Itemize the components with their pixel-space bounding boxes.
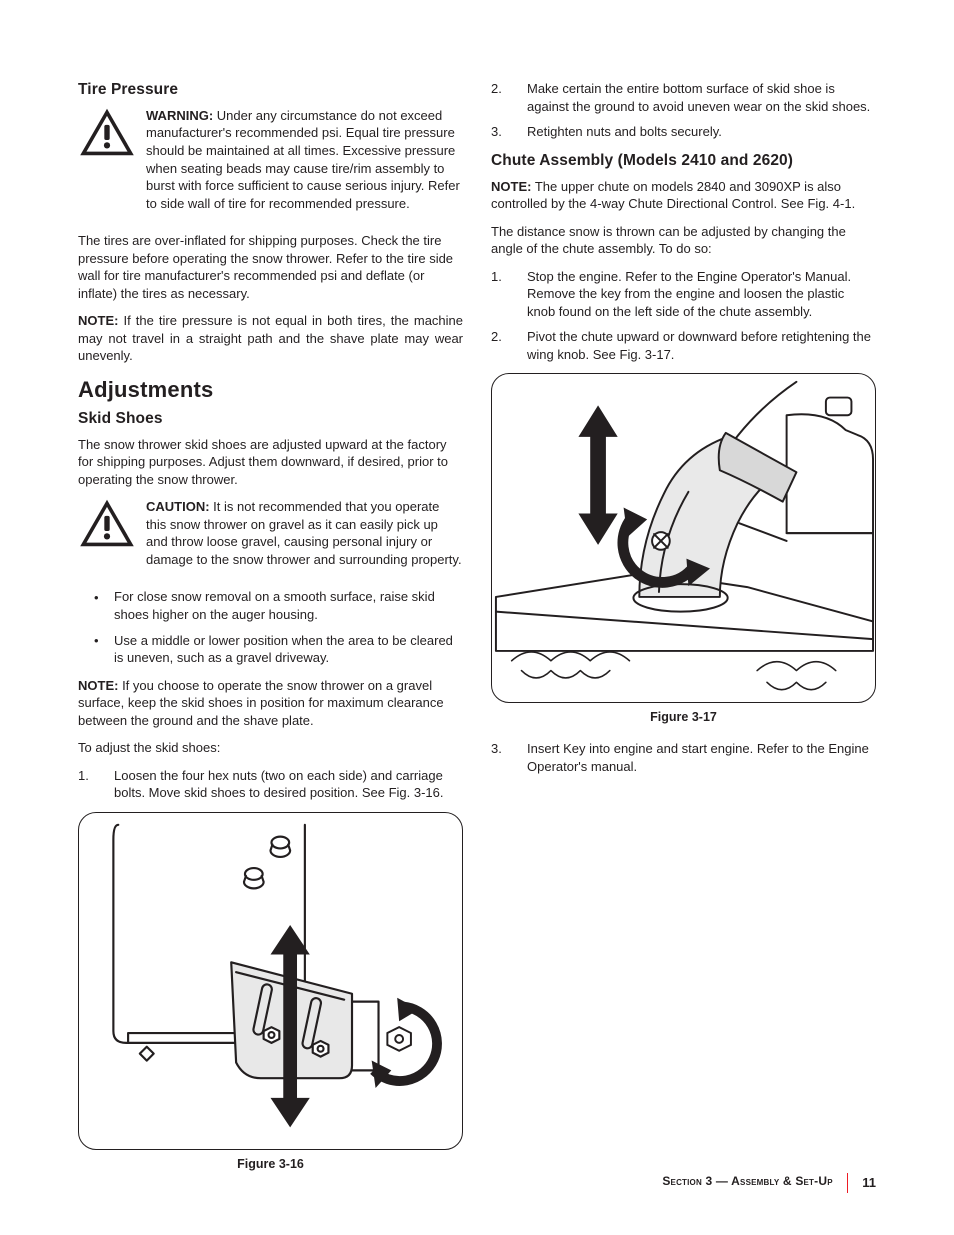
note-body: The upper chute on models 2840 and 3090X… — [491, 179, 855, 212]
note-body: If the tire pressure is not equal in bot… — [78, 313, 463, 363]
list-item: Stop the engine. Refer to the Engine Ope… — [491, 268, 876, 321]
note-chute: NOTE: The upper chute on models 2840 and… — [491, 178, 876, 213]
warning-block: WARNING: Under any circumstance do not e… — [78, 107, 463, 222]
figure-3-16 — [78, 812, 463, 1150]
heading-tire-pressure: Tire Pressure — [78, 80, 463, 101]
adjust-intro: To adjust the skid shoes: — [78, 739, 463, 757]
note-label: NOTE: — [78, 678, 118, 693]
warning-label: WARNING: — [146, 108, 213, 123]
skid-bullets: For close snow removal on a smooth surfa… — [78, 588, 463, 666]
heading-chute: Chute Assembly (Models 2410 and 2620) — [491, 151, 876, 172]
list-item: Make certain the entire bottom surface o… — [491, 80, 876, 115]
caution-text: CAUTION: It is not recommended that you … — [146, 498, 463, 568]
list-item: Loosen the four hex nuts (two on each si… — [78, 767, 463, 802]
note-body: If you choose to operate the snow throwe… — [78, 678, 444, 728]
page-footer: Section 3 — Assembly & Set-Up 11 — [662, 1173, 876, 1193]
note-label: NOTE: — [78, 313, 118, 328]
left-column: Tire Pressure WARNING: Under any circums… — [78, 80, 463, 1187]
footer-section: Section 3 — Assembly & Set-Up — [662, 1173, 832, 1193]
chute-steps-continued: Insert Key into engine and start engine.… — [491, 740, 876, 775]
note-gravel: NOTE: If you choose to operate the snow … — [78, 677, 463, 730]
skid-steps-continued: Make certain the entire bottom surface o… — [491, 80, 876, 141]
warning-icon — [78, 107, 136, 157]
heading-skid-shoes: Skid Shoes — [78, 409, 463, 430]
note-label: NOTE: — [491, 179, 531, 194]
list-item: For close snow removal on a smooth surfa… — [78, 588, 463, 623]
skid-paragraph: The snow thrower skid shoes are adjusted… — [78, 436, 463, 489]
list-item: Retighten nuts and bolts securely. — [491, 123, 876, 141]
chute-steps: Stop the engine. Refer to the Engine Ope… — [491, 268, 876, 364]
tire-paragraph: The tires are over-inflated for shipping… — [78, 232, 463, 302]
footer-divider — [847, 1173, 849, 1193]
caution-block: CAUTION: It is not recommended that you … — [78, 498, 463, 578]
right-column: Make certain the entire bottom surface o… — [491, 80, 876, 1187]
skid-steps: Loosen the four hex nuts (two on each si… — [78, 767, 463, 802]
page-number: 11 — [862, 1174, 876, 1192]
figure-3-16-caption: Figure 3-16 — [78, 1156, 463, 1173]
figure-3-17-caption: Figure 3-17 — [491, 709, 876, 726]
chute-paragraph: The distance snow is thrown can be adjus… — [491, 223, 876, 258]
heading-adjustments: Adjustments — [78, 375, 463, 405]
note-tire: NOTE: If the tire pressure is not equal … — [78, 312, 463, 365]
list-item: Insert Key into engine and start engine.… — [491, 740, 876, 775]
list-item: Use a middle or lower position when the … — [78, 632, 463, 667]
figure-3-17 — [491, 373, 876, 703]
caution-icon — [78, 498, 136, 548]
caution-label: CAUTION: — [146, 499, 210, 514]
warning-text: WARNING: Under any circumstance do not e… — [146, 107, 463, 212]
warning-body: Under any circumstance do not exceed man… — [146, 108, 460, 211]
list-item: Pivot the chute upward or downward befor… — [491, 328, 876, 363]
